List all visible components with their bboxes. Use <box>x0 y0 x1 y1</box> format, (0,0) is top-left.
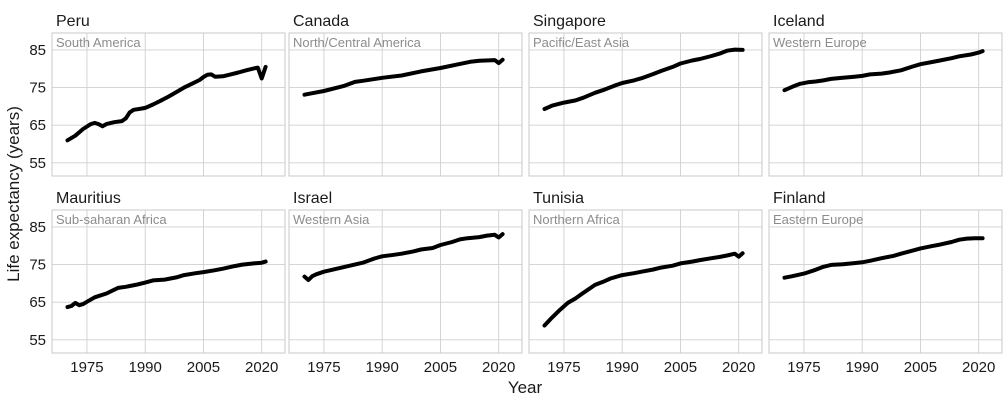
x-axis-title: Year <box>508 378 543 397</box>
panel-title: Tunisia <box>533 190 584 207</box>
panel-border <box>528 32 763 177</box>
y-tick-label: 65 <box>29 117 46 134</box>
region-label: Northern Africa <box>533 212 620 227</box>
x-tick-label: 2020 <box>245 359 278 376</box>
region-label: Western Asia <box>293 212 370 227</box>
panel-finland: Finland Eastern Europe 1975 1990 2005 2020 <box>768 190 1003 376</box>
x-tick-label: 1990 <box>606 359 639 376</box>
x-tick-label: 2020 <box>962 359 995 376</box>
region-label: Sub-saharan Africa <box>56 212 167 227</box>
panel-tunisia: Tunisia Northern Africa 1975 1990 2005 2020 <box>528 190 763 376</box>
panel-title: Mauritius <box>56 190 121 207</box>
panel-title: Singapore <box>533 13 606 30</box>
series-line <box>302 232 505 282</box>
series-line <box>302 57 505 97</box>
x-tick-label: 1990 <box>366 359 399 376</box>
x-tick-label: 1975 <box>70 359 103 376</box>
panel-israel: Israel Western Asia 1975 1990 2005 2020 <box>288 190 523 376</box>
series-line <box>65 259 268 310</box>
panel-border <box>768 209 1003 354</box>
panel-border <box>288 209 523 354</box>
series-line <box>782 236 985 280</box>
panel-title: Canada <box>293 13 349 30</box>
panel-border <box>51 209 286 354</box>
y-tick-label: 75 <box>29 80 46 97</box>
x-tick-label: 1975 <box>787 359 820 376</box>
region-label: North/Central America <box>293 35 422 50</box>
y-tick-label: 75 <box>29 257 46 274</box>
x-tick-label: 1975 <box>547 359 580 376</box>
y-tick-label: 55 <box>29 155 46 172</box>
region-label: Eastern Europe <box>773 212 863 227</box>
panel-border <box>528 209 763 354</box>
x-tick-label: 2005 <box>664 359 697 376</box>
x-tick-label: 2020 <box>482 359 515 376</box>
panel-mauritius: Mauritius Sub-saharan Africa 55 65 75 85 1975 1… <box>29 190 286 376</box>
panel-peru: Peru South America 55 65 75 85 <box>29 13 286 177</box>
panel-border <box>288 32 523 177</box>
series-line <box>65 64 268 143</box>
panel-title: Finland <box>773 190 825 207</box>
series-line <box>782 49 985 93</box>
region-label: South America <box>56 35 141 50</box>
x-tick-label: 2005 <box>187 359 220 376</box>
x-tick-label: 2005 <box>904 359 937 376</box>
y-tick-label: 85 <box>29 219 46 236</box>
series-line <box>542 251 745 328</box>
panel-title: Israel <box>293 190 332 207</box>
series-line <box>542 47 745 111</box>
panel-title: Peru <box>56 13 90 30</box>
panel-title: Iceland <box>773 13 825 30</box>
panel-canada: Canada North/Central America <box>288 13 523 177</box>
x-tick-label: 1975 <box>307 359 340 376</box>
x-tick-label: 1990 <box>846 359 879 376</box>
x-tick-label: 2005 <box>424 359 457 376</box>
y-tick-label: 65 <box>29 294 46 311</box>
y-axis-title: Life expectancy (years) <box>4 106 23 282</box>
y-tick-label: 85 <box>29 42 46 59</box>
x-tick-label: 1990 <box>129 359 162 376</box>
y-tick-label: 55 <box>29 332 46 349</box>
region-label: Western Europe <box>773 35 867 50</box>
panel-singapore: Singapore Pacific/East Asia <box>528 13 763 177</box>
panel-border <box>51 32 286 177</box>
region-label: Pacific/East Asia <box>533 35 630 50</box>
x-tick-label: 2020 <box>722 359 755 376</box>
panel-iceland: Iceland Western Europe <box>768 13 1003 177</box>
panel-border <box>768 32 1003 177</box>
